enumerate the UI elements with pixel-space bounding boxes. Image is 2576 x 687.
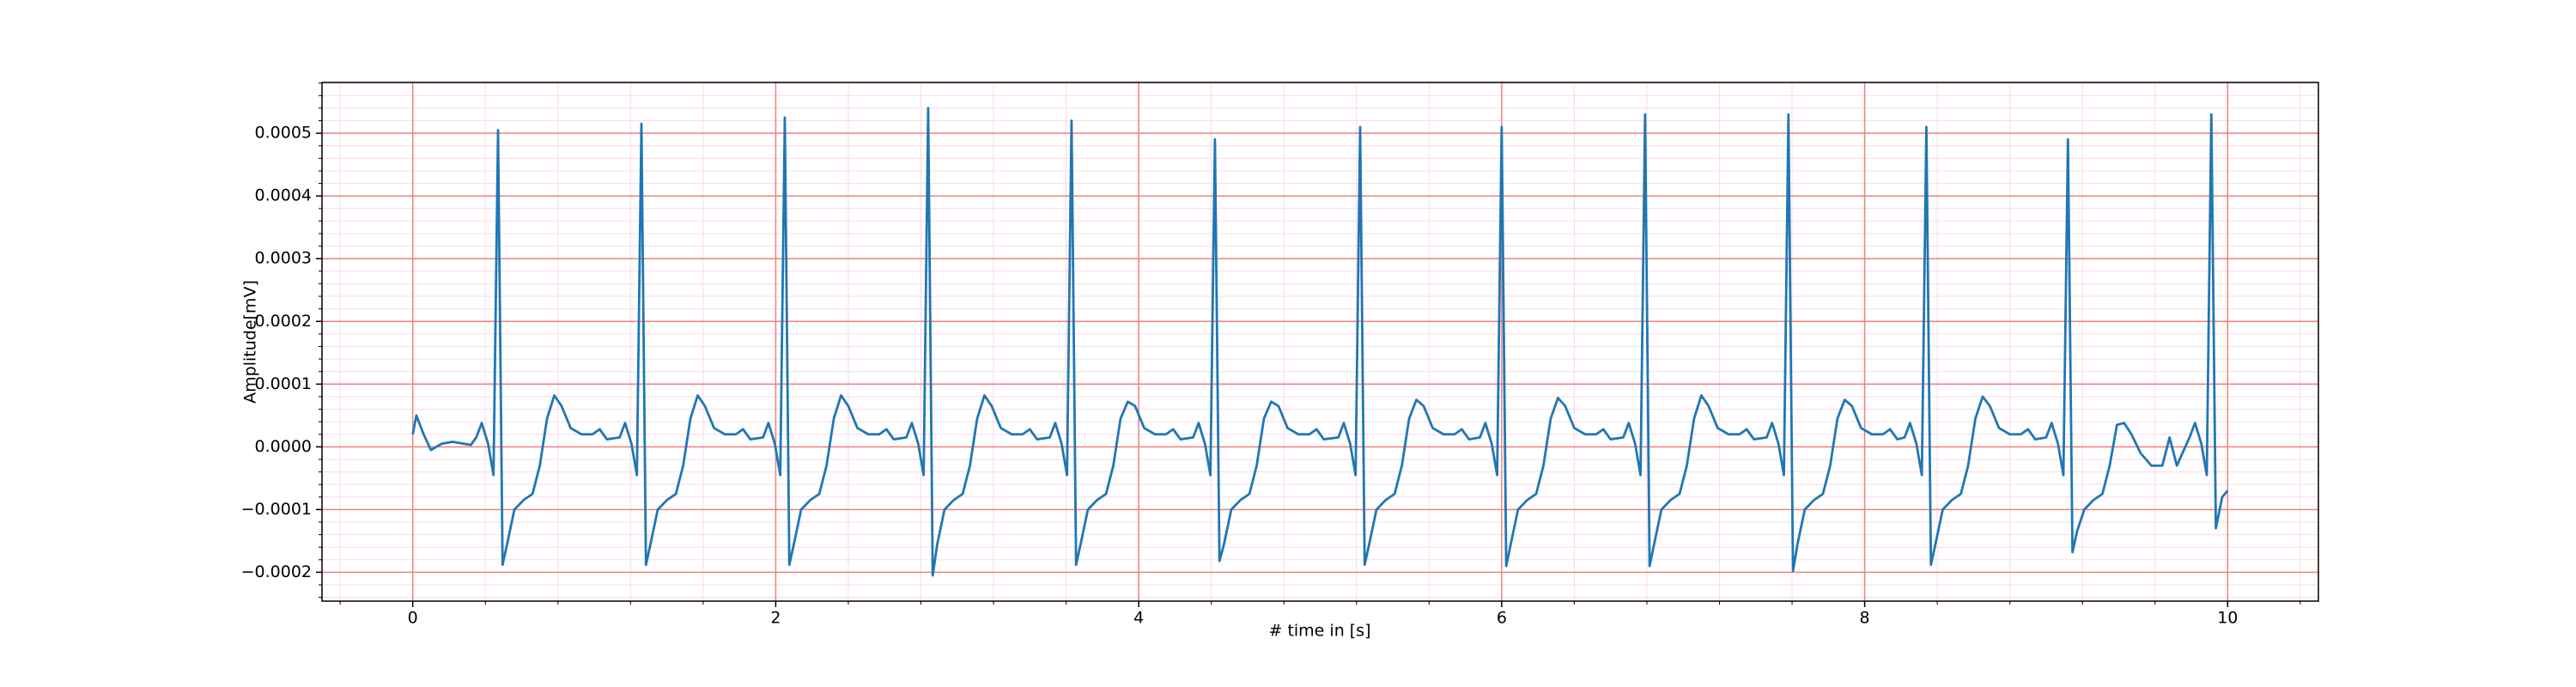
x-tick-label: 6 [1497, 609, 1507, 628]
y-axis-label: Amplitude[mV] [241, 280, 260, 404]
x-tick-label: 4 [1133, 609, 1144, 628]
y-tick-label: 0.0002 [255, 312, 312, 331]
x-tick-label: 0 [408, 609, 418, 628]
x-tick-label: 2 [770, 609, 781, 628]
y-tick-label: 0.0001 [255, 374, 312, 393]
signal-line [411, 106, 2229, 577]
y-tick-label: 0.0000 [255, 437, 312, 456]
x-axis-label: # time in [s] [1268, 622, 1370, 641]
y-tick-label: −0.0001 [241, 500, 312, 519]
y-tick-label: 0.0004 [255, 186, 312, 205]
y-tick-label: −0.0002 [241, 562, 312, 581]
x-tick-label: 10 [2217, 609, 2238, 628]
y-tick-label: 0.0003 [255, 249, 312, 268]
y-tick-label: 0.0005 [255, 124, 312, 143]
x-tick-label: 8 [1860, 609, 1870, 628]
plot-frame [321, 82, 2319, 602]
